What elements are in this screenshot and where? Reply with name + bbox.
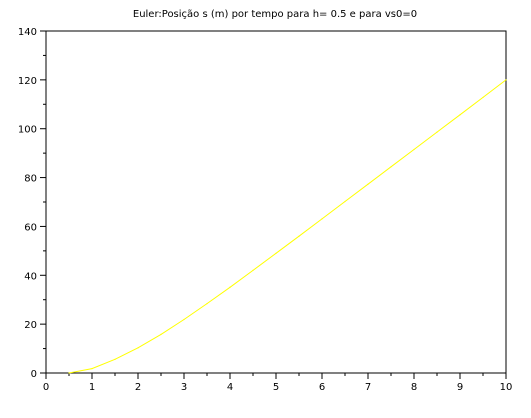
series-point (482, 96, 484, 99)
x-tick-label: 4 (227, 382, 233, 393)
series-point (298, 235, 300, 237)
y-tick-label: 100 (18, 125, 37, 136)
series-point (160, 333, 162, 336)
series-point (459, 114, 461, 116)
y-tick-label: 20 (24, 320, 37, 331)
series-point (505, 79, 507, 81)
x-tick-label: 9 (457, 382, 463, 393)
series-point (229, 286, 231, 288)
y-tick-label: 60 (24, 222, 37, 233)
series-point (91, 368, 93, 370)
y-tick-label: 120 (18, 76, 37, 87)
series-point (183, 318, 185, 321)
x-tick-label: 0 (43, 382, 49, 393)
plot-area (45, 30, 507, 374)
y-axis: 0 20 40 60 80 100 120 140 (18, 27, 46, 380)
x-axis: 0 1 2 3 4 5 6 7 8 9 10 (43, 373, 513, 393)
x-tick-label: 8 (411, 382, 417, 393)
x-tick-label: 3 (181, 382, 187, 393)
series-point (275, 252, 277, 254)
series-point (436, 131, 438, 133)
x-tick-label: 10 (500, 382, 513, 393)
series-line (68, 79, 507, 374)
x-tick-label: 2 (135, 382, 141, 393)
x-tick-label: 5 (273, 382, 279, 393)
series-point (114, 358, 116, 360)
x-tick-label: 1 (89, 382, 95, 393)
y-tick-label: 80 (24, 174, 37, 185)
series-point (206, 303, 208, 305)
x-tick-label: 6 (319, 382, 325, 393)
series-point (390, 166, 392, 168)
series-point (344, 200, 346, 203)
chart-title: Euler:Posição s (m) por tempo para h= 0.… (133, 9, 417, 20)
y-tick-label: 0 (31, 369, 37, 380)
series-point (321, 218, 323, 220)
series-point (367, 183, 369, 185)
series-point (252, 269, 254, 271)
series-point (413, 148, 415, 151)
series-point (68, 372, 70, 374)
x-tick-label: 7 (365, 382, 371, 393)
series-layer (68, 79, 507, 374)
y-tick-label: 40 (24, 271, 37, 282)
series-point (137, 347, 139, 349)
y-tick-label: 140 (18, 27, 37, 38)
